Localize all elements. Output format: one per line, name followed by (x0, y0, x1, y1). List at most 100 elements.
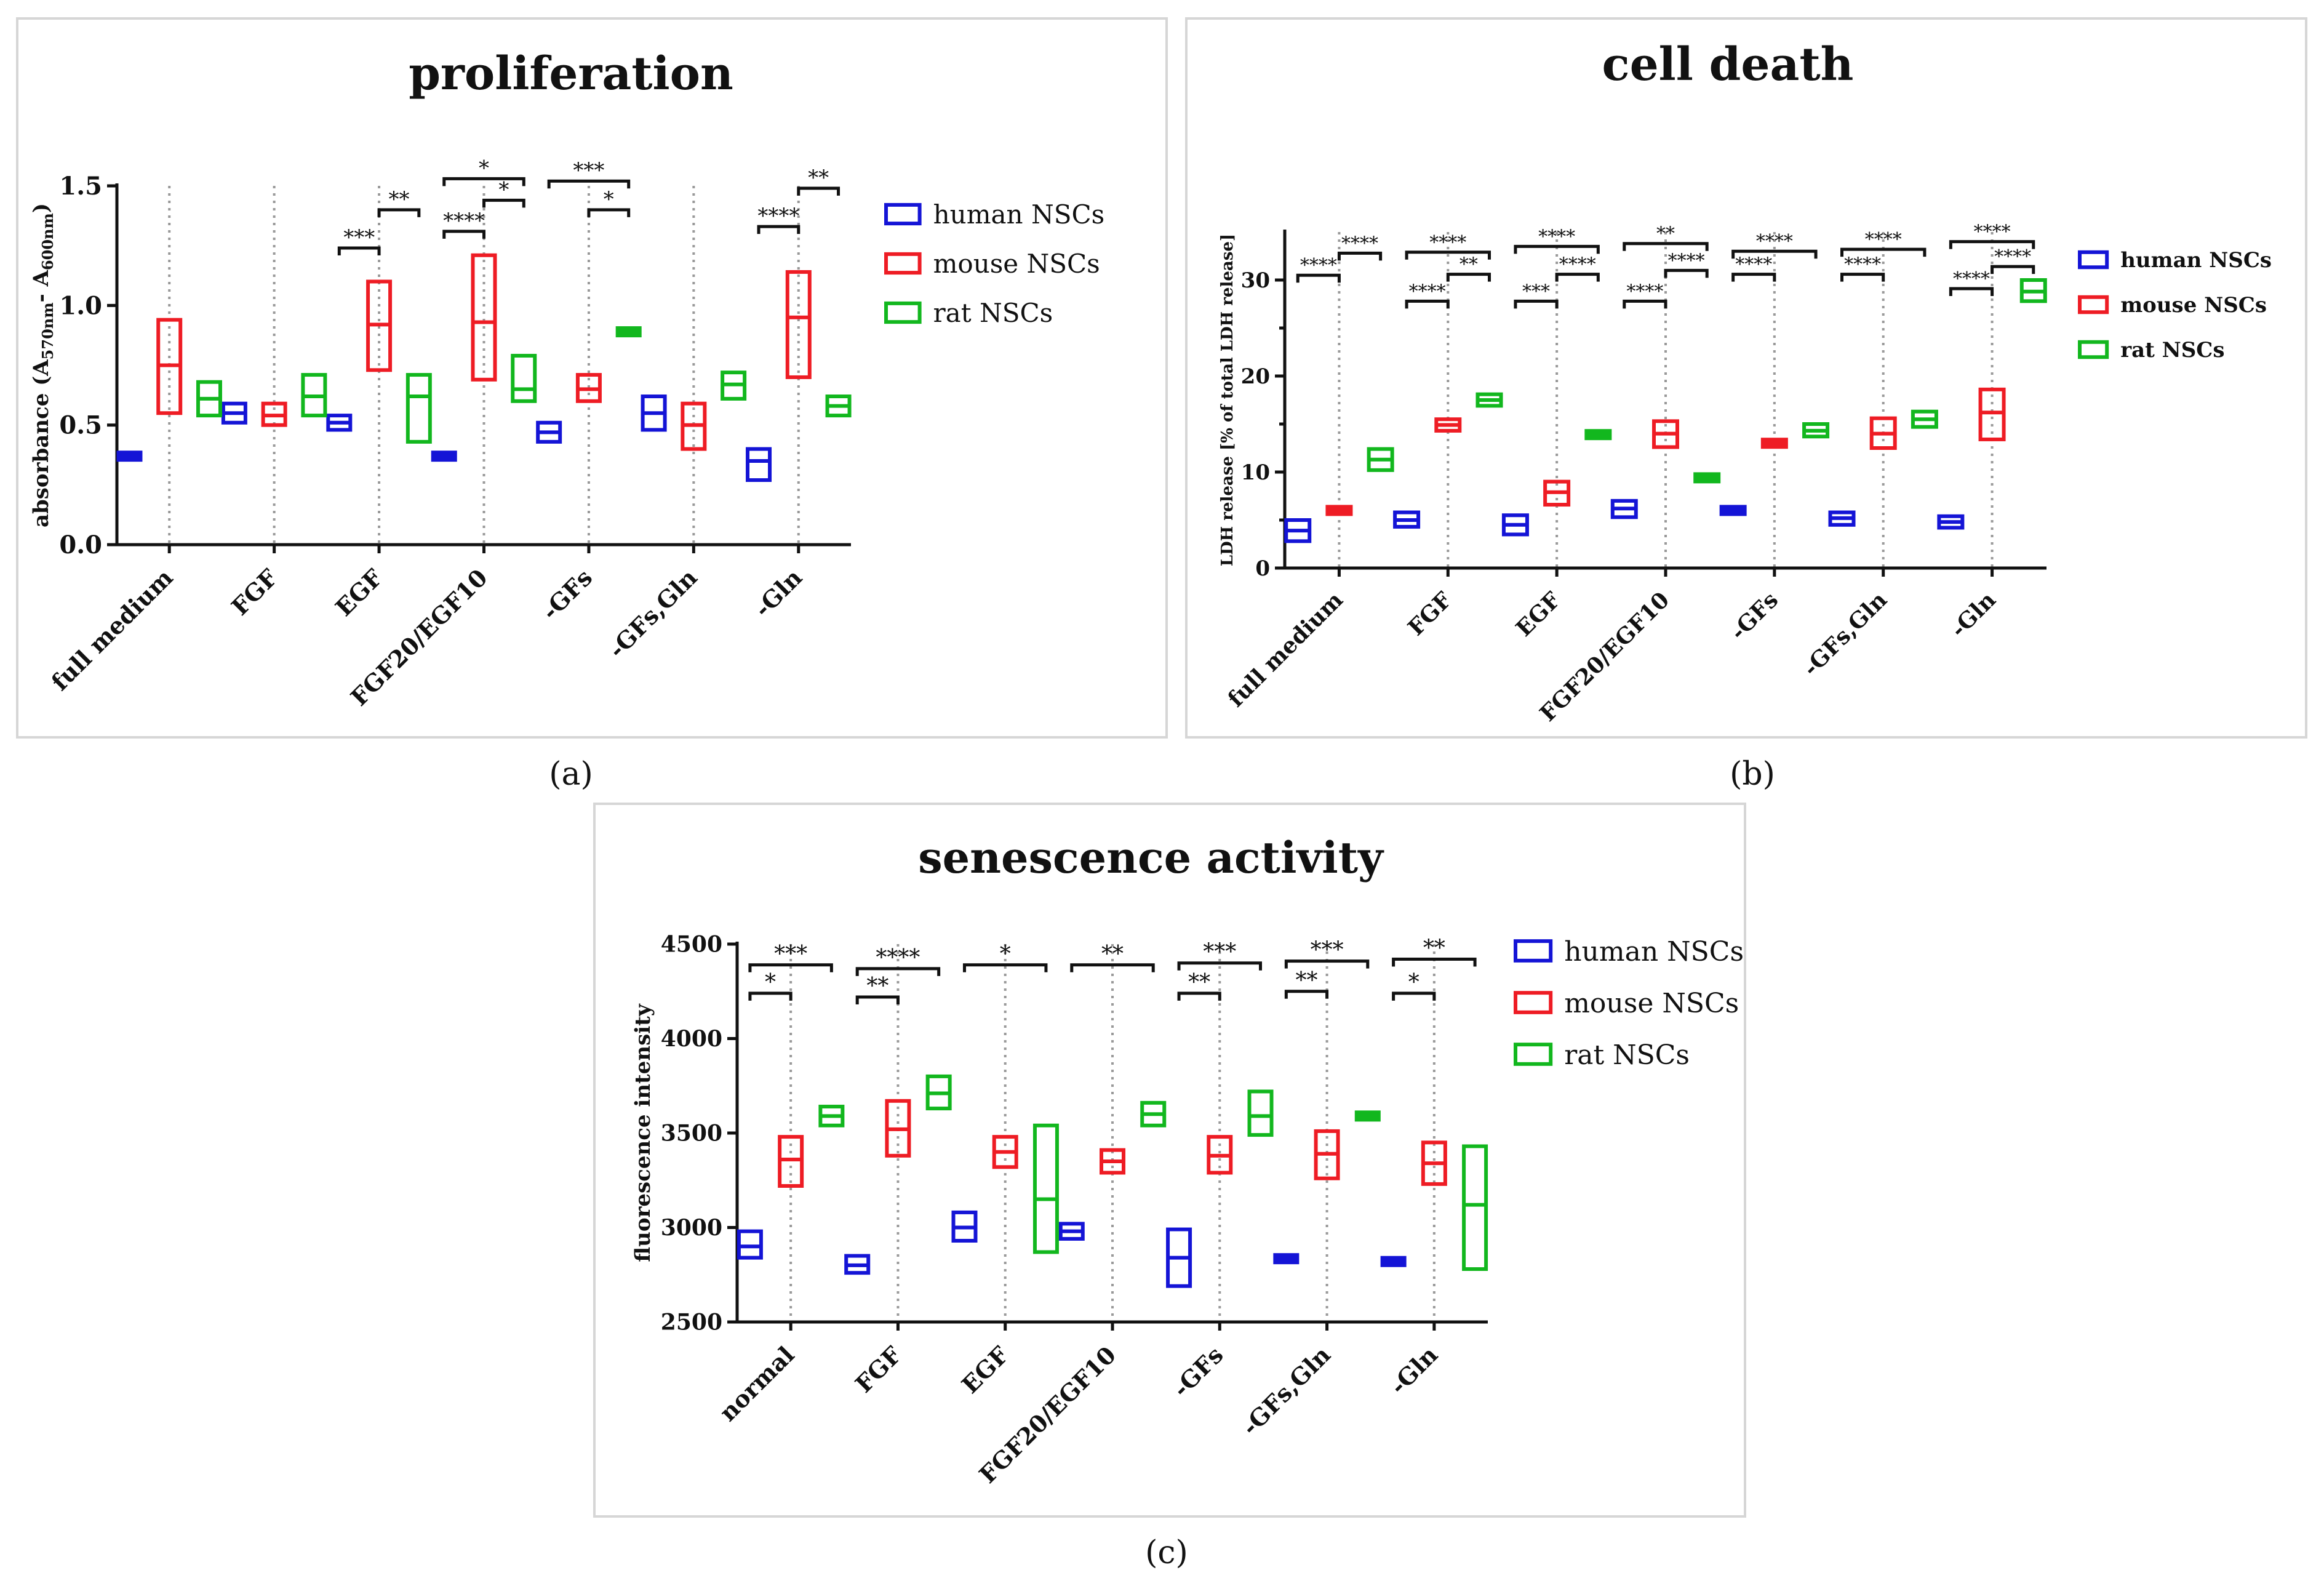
significance-bracket (377, 208, 421, 217)
box-rat (511, 353, 537, 403)
legend-label-mouse: mouse NSCs (2120, 293, 2267, 318)
significance-label: *** (1203, 940, 1236, 965)
significance-bracket (1555, 273, 1600, 282)
significance-label: **** (1844, 254, 1881, 276)
y-axis-label-subscript: 600nm (39, 213, 57, 270)
box-human (1273, 1253, 1300, 1265)
box-human (116, 451, 143, 462)
significance-label: **** (1953, 268, 1990, 290)
legend-label-human: human NSCs (2120, 248, 2272, 273)
y-tick-label: 3000 (661, 1215, 722, 1241)
y-tick-label: 1.0 (59, 291, 102, 320)
legend-swatch-mouse (2078, 295, 2109, 314)
y-tick-label: 0.0 (59, 531, 102, 559)
y-tick-label: 0 (1255, 556, 1270, 581)
y-axis-label-part: absorbance (A (29, 359, 54, 527)
legend-swatch-rat (1514, 1043, 1553, 1066)
y-tick-label: 10 (1241, 460, 1270, 485)
significance-bracket (1405, 250, 1491, 260)
chart-title: senescence activity (918, 832, 1384, 883)
significance-bracket (962, 963, 1048, 972)
y-axis-label: fluorescence intensity (631, 1003, 655, 1262)
significance-bracket (587, 208, 631, 217)
significance-label: **** (1668, 250, 1705, 271)
significance-bracket (748, 963, 833, 972)
y-tick-label: 0.5 (59, 411, 102, 440)
significance-label: ** (866, 974, 888, 999)
significance-label: ** (1423, 936, 1445, 961)
y-axis-label-part: - A (29, 270, 54, 302)
legend-label-human: human NSCs (933, 199, 1105, 230)
significance-bracket (1664, 268, 1709, 278)
box-human (746, 447, 772, 483)
significance-bracket (1514, 299, 1559, 309)
significance-label: *** (1522, 281, 1550, 302)
significance-bracket (442, 177, 525, 186)
significance-bracket (757, 225, 801, 234)
significance-bracket (855, 967, 941, 976)
box-mouse (785, 270, 812, 379)
significance-label: ** (388, 187, 409, 212)
significance-bracket (1070, 963, 1155, 972)
significance-bracket (1731, 249, 1818, 259)
significance-bracket (547, 179, 631, 189)
significance-label: **** (1994, 246, 2031, 268)
y-axis-label-subscript: 570nm (39, 302, 57, 359)
significance-label: **** (1429, 232, 1466, 254)
significance-label: **** (1735, 254, 1772, 276)
significance-bracket (482, 198, 525, 208)
significance-label: ** (1101, 942, 1124, 967)
legend-label-rat: rat NSCs (1564, 1039, 1690, 1071)
significance-label: **** (1300, 255, 1337, 276)
significance-bracket (1392, 958, 1477, 967)
significance-bracket (1840, 273, 1885, 282)
box-human (1719, 505, 1747, 516)
significance-label: *** (573, 158, 604, 183)
y-tick-label: 2500 (661, 1310, 722, 1336)
box-rat (1247, 1089, 1274, 1137)
box-mouse (1978, 387, 2006, 441)
significance-label: * (498, 177, 509, 202)
significance-bracket (1949, 287, 1994, 297)
y-tick-label: 4500 (661, 932, 722, 958)
significance-label: **** (1538, 226, 1575, 247)
significance-label: **** (443, 209, 485, 233)
significance-bracket (1177, 961, 1263, 971)
panel-b-frame (1185, 17, 2307, 739)
significance-label: *** (1311, 938, 1344, 963)
legend-swatch-rat (884, 301, 922, 324)
box-human (431, 451, 457, 462)
significance-bracket (1991, 265, 2035, 274)
significance-bracket (1446, 273, 1491, 282)
significance-label: * (1000, 942, 1011, 967)
significance-bracket (1284, 990, 1329, 999)
chart-title: proliferation (409, 47, 733, 100)
caption-b: (b) (1730, 756, 1775, 793)
significance-label: * (479, 156, 489, 180)
legend-label-mouse: mouse NSCs (1564, 988, 1739, 1019)
significance-bracket (748, 991, 793, 1001)
box-human (1380, 1256, 1407, 1267)
box-rat (1354, 1110, 1381, 1122)
significance-bracket (1949, 240, 2035, 249)
box-rat (405, 373, 432, 444)
significance-label: **** (876, 945, 920, 971)
significance-label: ** (808, 166, 829, 190)
significance-label: **** (1341, 233, 1378, 254)
y-tick-label: 1.5 (59, 172, 102, 201)
legend-label-rat: rat NSCs (933, 298, 1053, 328)
box-mouse (1760, 438, 1788, 449)
significance-label: ** (1295, 968, 1317, 993)
legend-swatch-mouse (884, 252, 922, 275)
significance-bracket (1284, 959, 1370, 969)
significance-label: *** (343, 225, 375, 250)
significance-label: **** (757, 204, 799, 228)
box-rat (615, 326, 642, 338)
significance-label: **** (1626, 281, 1663, 302)
significance-label: ** (1656, 223, 1675, 245)
significance-label: * (765, 970, 776, 995)
significance-label: * (1408, 970, 1420, 995)
box-rat (1462, 1144, 1488, 1272)
significance-bracket (1514, 244, 1600, 254)
